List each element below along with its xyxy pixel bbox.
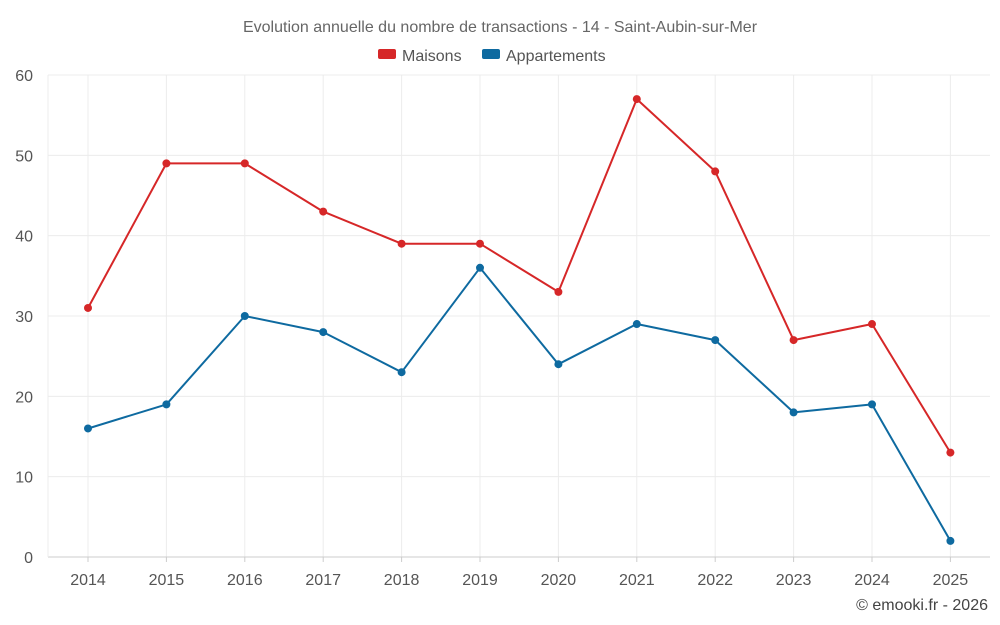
data-point-appartements-2015[interactable] [162, 400, 171, 409]
x-tick-label: 2015 [149, 572, 185, 589]
x-tick-label: 2020 [541, 572, 577, 589]
data-point-appartements-2016[interactable] [240, 312, 249, 320]
data-point-appartements-2021[interactable] [632, 320, 641, 329]
data-point-maisons-2025[interactable] [946, 448, 955, 457]
data-point-maisons-2014[interactable] [84, 303, 92, 312]
x-tick-label: 2016 [227, 572, 263, 589]
y-tick-label: 0 [24, 550, 33, 567]
data-point-appartements-2024[interactable] [868, 400, 876, 409]
gridlines [48, 74, 990, 557]
legend-swatch-appartements [482, 49, 500, 59]
x-tick-label: 2021 [619, 572, 655, 589]
data-point-maisons-2020[interactable] [554, 287, 563, 296]
y-tick-label: 20 [15, 389, 33, 406]
x-tick-label: 2018 [384, 572, 420, 589]
chart-title: Evolution annuelle du nombre de transact… [243, 19, 758, 36]
y-tick-label: 60 [15, 68, 33, 85]
y-tick-label: 50 [15, 148, 33, 165]
data-point-appartements-2025[interactable] [946, 536, 955, 545]
legend-label-maisons[interactable]: Maisons [402, 48, 462, 65]
legend-swatch-maisons [378, 49, 396, 59]
series [84, 95, 955, 545]
y-tick-label: 10 [15, 470, 33, 487]
data-point-maisons-2024[interactable] [868, 320, 876, 329]
data-point-appartements-2023[interactable] [789, 408, 798, 417]
series-line-maisons [87, 98, 952, 454]
credit-text: © emooki.fr - 2026 [856, 597, 988, 614]
data-point-appartements-2022[interactable] [711, 336, 720, 345]
data-point-maisons-2019[interactable] [476, 239, 484, 248]
x-tick-label: 2024 [854, 572, 890, 589]
data-point-appartements-2017[interactable] [319, 328, 328, 337]
data-point-appartements-2014[interactable] [84, 424, 92, 433]
x-tick-label: 2025 [933, 572, 969, 589]
y-tick-label: 30 [15, 309, 33, 326]
data-point-maisons-2018[interactable] [397, 239, 406, 248]
x-tick-label: 2014 [70, 572, 106, 589]
x-tick-label: 2019 [462, 572, 498, 589]
x-tick-label: 2017 [305, 572, 341, 589]
data-point-maisons-2015[interactable] [162, 159, 171, 168]
data-point-appartements-2020[interactable] [554, 360, 563, 369]
series-line-appartements [87, 266, 952, 542]
data-point-maisons-2022[interactable] [711, 167, 720, 176]
y-tick-label: 40 [15, 229, 33, 246]
legend: Maisons Appartements [378, 48, 606, 65]
x-tick-label: 2022 [697, 572, 733, 589]
data-point-maisons-2016[interactable] [240, 159, 249, 168]
axes: 0 10 20 30 40 50 60 2014 2015 2016 2017 2018 2019 202… [15, 68, 990, 589]
data-point-maisons-2023[interactable] [789, 336, 798, 345]
data-point-maisons-2021[interactable] [632, 95, 641, 104]
legend-label-appartements[interactable]: Appartements [506, 48, 606, 65]
data-point-maisons-2017[interactable] [319, 207, 328, 216]
data-point-appartements-2019[interactable] [476, 263, 484, 272]
x-tick-label: 2023 [776, 572, 812, 589]
data-point-appartements-2018[interactable] [397, 368, 406, 377]
